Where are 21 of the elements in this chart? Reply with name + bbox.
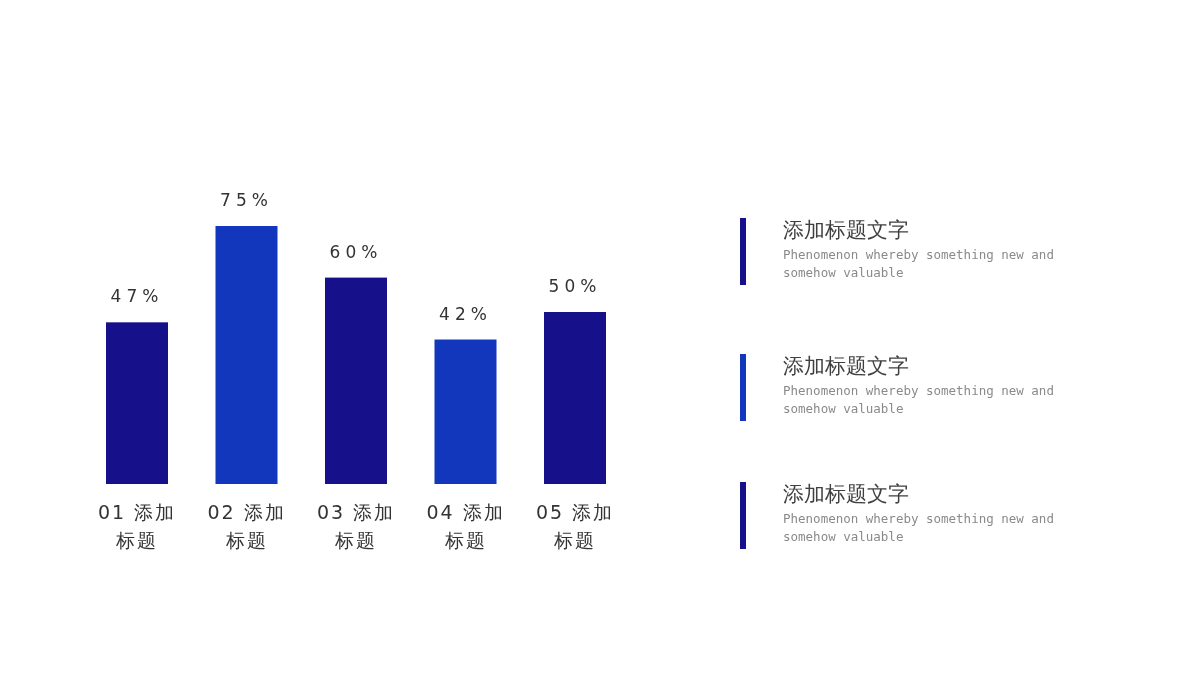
text: 添加标题文字 (783, 217, 909, 244)
x-tick-label: 01 添加标题 (96, 500, 178, 553)
text: 添加标题文字 (783, 481, 909, 508)
data-label: 60% (328, 241, 384, 262)
bar (215, 226, 278, 484)
x-tick-label: 04 添加标题 (425, 500, 506, 553)
bar (106, 322, 168, 484)
text: Phenomenon whereby something new and somehow valuable (783, 382, 1055, 418)
x-tick-label: 05 添加标题 (534, 500, 616, 553)
bar (325, 277, 387, 484)
data-label: 47% (109, 286, 165, 307)
data-label: 42% (438, 303, 493, 324)
bar (434, 339, 497, 484)
text: Phenomenon whereby something new and somehow valuable (783, 510, 1055, 546)
bar (544, 312, 606, 484)
text: Phenomenon whereby something new and somehow valuable (783, 246, 1055, 282)
text: 添加标题文字 (783, 353, 909, 380)
x-tick-label: 02 添加标题 (206, 500, 287, 553)
data-label: 50% (547, 276, 603, 296)
x-tick-label: 03 添加标题 (315, 500, 397, 553)
data-label: 75% (219, 190, 274, 210)
